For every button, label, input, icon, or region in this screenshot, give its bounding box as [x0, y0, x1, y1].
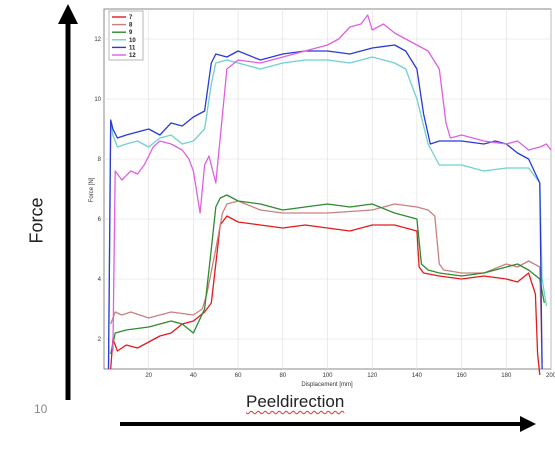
x-tick-label: 80	[279, 373, 286, 379]
series-9-line	[110, 194, 545, 355]
series-12-line	[112, 14, 552, 352]
x-tick-label: 60	[235, 373, 242, 379]
y-tick-label: 2	[98, 337, 102, 343]
y-tick-label: 4	[98, 277, 102, 283]
plot-area: 20 40 60 80 100 120 140 160 180 200 2 4 6 8 10 12 Displ…	[89, 8, 555, 388]
x-tick-label: 120	[367, 373, 378, 379]
slide-number: 10	[34, 402, 48, 416]
legend-label-12: 12	[129, 53, 136, 59]
legend-label-9: 9	[129, 30, 133, 36]
peel-direction-label: Peeldirection	[246, 392, 345, 411]
x-tick-label: 140	[412, 373, 423, 379]
x-tick-label: 100	[322, 373, 333, 379]
y-axis-label: Force [N]	[89, 177, 95, 202]
axis-ticks: 20 40 60 80 100 120 140 160 180 200 2 4 6 8 10 12	[94, 37, 555, 379]
legend-label-11: 11	[129, 45, 136, 51]
legend-label-8: 8	[129, 23, 133, 29]
y-tick-label: 10	[94, 97, 101, 103]
x-tick-label: 40	[190, 373, 197, 379]
x-tick-label: 180	[501, 373, 512, 379]
series-11-line	[107, 44, 543, 370]
legend-box	[108, 10, 144, 61]
legend-label-10: 10	[129, 38, 136, 44]
x-tick-label: 200	[546, 373, 555, 379]
series-10-line	[107, 56, 548, 370]
series-7-line	[110, 215, 541, 376]
force-arrow-label: Force	[22, 190, 52, 250]
y-tick-label: 6	[98, 217, 102, 223]
x-tick-label: 20	[145, 373, 152, 379]
x-axis-label: Displacement [mm]	[301, 382, 353, 388]
legend-label-7: 7	[129, 15, 133, 21]
force-arrow-label-text: Force	[26, 196, 47, 244]
y-tick-label: 8	[98, 157, 102, 163]
data-series	[107, 14, 552, 376]
x-tick-label: 160	[457, 373, 468, 379]
y-tick-label: 12	[94, 37, 101, 43]
